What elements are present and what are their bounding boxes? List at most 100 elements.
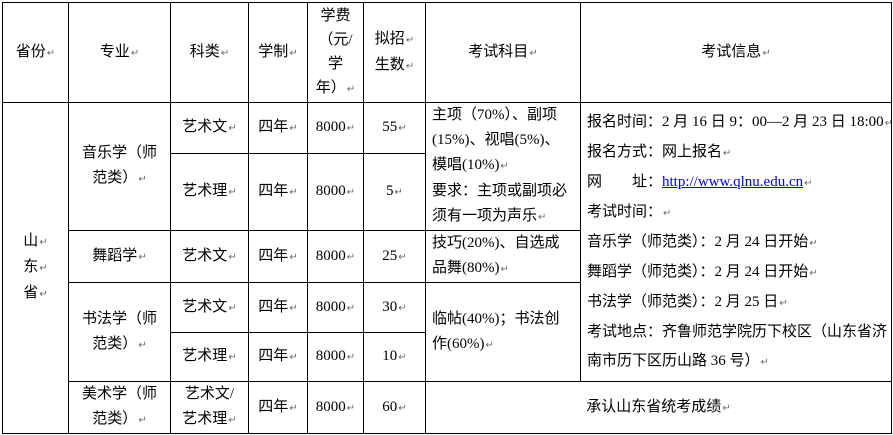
cell-quota-calligraphy-wen: 30↵	[363, 282, 426, 333]
cell-text: 音乐学（师	[81, 145, 157, 161]
paragraph-mark: ↵	[500, 264, 509, 275]
cell-text: 25	[382, 247, 398, 264]
cell-text: （元/	[318, 31, 353, 48]
paragraph-mark: ↵	[346, 302, 356, 314]
cell-text: 学	[327, 55, 343, 72]
cell-duration-calligraphy-li: 四年↵	[248, 332, 308, 382]
col-header-tuition: 学费 （元/学年）↵	[307, 2, 364, 103]
cell-tuition-dance: 8000↵	[307, 230, 364, 283]
cell-category-music-li: 艺术理↵	[170, 153, 249, 231]
cell-tuition-calligraphy-wen: 8000↵	[307, 282, 364, 333]
cell-subjects-music: 主项（70%）、副项 (15%)、视唱(5%)、 模唱(10%)↵ 要求：主项或副项必…	[425, 102, 581, 231]
paragraph-mark: ↵	[346, 83, 356, 95]
col-header-province: 省份↵	[2, 2, 69, 103]
paragraph-mark: ↵	[885, 118, 891, 129]
cell-text: 作(60%)	[432, 335, 485, 352]
cell-text: 须有一项为声乐	[432, 208, 538, 224]
cell-text: 5	[386, 183, 394, 200]
cell-text: 技巧(20%)、自选成	[432, 235, 560, 251]
paragraph-mark: ↵	[289, 47, 298, 59]
paragraph-mark: ↵	[138, 415, 147, 426]
cell-major-calligraphy: 书法学（师 范类）↵	[68, 282, 171, 382]
cell-tuition-fine-art: 8000↵	[307, 381, 364, 434]
col-header-duration: 学制↵	[248, 2, 308, 103]
cell-text: 范类）	[92, 335, 138, 352]
col-header-quota: 拟招↵ 生数↵	[363, 2, 426, 103]
cell-quota-fine-art: 60↵	[363, 381, 426, 434]
cell-text: 艺术文	[182, 247, 228, 264]
cell-text: 书法学（师	[81, 310, 157, 327]
cell-text: 省份	[15, 43, 46, 60]
paragraph-mark: ↵	[228, 251, 237, 263]
cell-text: 舞蹈学	[92, 247, 138, 264]
cell-quota-music-li: 5↵	[363, 153, 426, 231]
cell-text: 临帖(40%)；书法创	[432, 310, 560, 327]
cell-text: 55	[382, 119, 398, 136]
cell-text: 艺术文	[182, 298, 228, 315]
paragraph-mark: ↵	[779, 297, 788, 309]
paragraph-mark: ↵	[138, 251, 147, 263]
cell-text: 模唱(10%)	[432, 157, 500, 173]
cell-text: 四年	[258, 247, 289, 264]
cell-text: 主项（70%）、副项	[432, 107, 557, 123]
paragraph-mark: ↵	[398, 402, 407, 414]
cell-text: 年）	[315, 79, 346, 96]
cell-text: 美术学（师	[81, 386, 157, 402]
paragraph-mark: ↵	[289, 123, 298, 135]
cell-quota-calligraphy-li: 10↵	[363, 332, 426, 382]
cell-quota-dance: 25↵	[363, 230, 426, 283]
cell-category-calligraphy-li: 艺术理↵	[170, 332, 249, 382]
cell-category-music-wen: 艺术文↵	[170, 101, 249, 155]
cell-province-shandong: 山↵ 东↵ 省↵	[2, 102, 69, 434]
qlnu-website-link[interactable]: http://www.qlnu.edu.cn	[662, 173, 804, 190]
paragraph-mark: ↵	[220, 47, 230, 59]
paragraph-mark: ↵	[39, 263, 48, 274]
paragraph-mark: ↵	[809, 237, 818, 249]
cell-text: 8000	[315, 398, 346, 415]
paragraph-mark: ↵	[663, 207, 672, 219]
cell-text: 艺术文	[182, 119, 228, 136]
cell-text: 艺术文/	[184, 386, 235, 402]
cell-duration-music-wen: 四年↵	[248, 101, 308, 155]
cell-subjects-dance: 技巧(20%)、自选成 品舞(80%)↵	[425, 230, 581, 283]
paragraph-mark: ↵	[289, 251, 298, 263]
cell-text: 报名方式：网上报名	[587, 143, 723, 160]
paragraph-mark: ↵	[398, 251, 407, 263]
cell-text: 要求：主项或副项必	[432, 183, 568, 199]
paragraph-mark: ↵	[529, 47, 538, 59]
paragraph-mark: ↵	[46, 47, 56, 59]
cell-tuition-calligraphy-li: 8000↵	[307, 332, 364, 382]
cell-fine-art-note: 承认山东省统考成绩↵	[425, 381, 892, 434]
cell-text: 60	[382, 398, 398, 415]
paragraph-mark: ↵	[723, 147, 732, 159]
paragraph-mark: ↵	[289, 187, 298, 199]
cell-text: 报名时间：2 月 16 日 9：00—2 月 23 日 18:00	[587, 113, 884, 130]
cell-text: 学费	[320, 7, 351, 24]
paragraph-mark: ↵	[346, 187, 356, 199]
cell-category-fine-art: 艺术文/艺术理↵	[170, 381, 249, 434]
cell-text: 四年	[258, 348, 289, 364]
col-header-exam-subjects: 考试科目↵	[425, 2, 581, 103]
cell-text: 承认山东省统考成绩	[586, 398, 722, 415]
paragraph-mark: ↵	[289, 402, 298, 414]
cell-tuition-music-wen: 8000↵	[307, 101, 364, 155]
cell-exam-info: 报名时间：2 月 16 日 9：00—2 月 23 日 18:00↵报名方式：网…	[580, 102, 892, 382]
cell-text: 艺术理	[182, 411, 228, 427]
paragraph-mark: ↵	[500, 161, 509, 172]
paragraph-mark: ↵	[228, 415, 237, 426]
cell-text: 艺术理	[182, 183, 228, 200]
cell-major-music: 音乐学（师 范类）↵	[68, 102, 171, 231]
cell-duration-dance: 四年↵	[248, 230, 308, 283]
cell-text: 8000	[315, 348, 346, 364]
cell-text: 四年	[258, 298, 289, 315]
cell-duration-fine-art: 四年↵	[248, 381, 308, 434]
paragraph-mark: ↵	[346, 352, 356, 363]
paragraph-mark: ↵	[346, 123, 356, 135]
col-header-category: 科类↵	[170, 2, 249, 103]
cell-text: 学制	[258, 43, 289, 60]
cell-text: 考试地点：齐鲁师范学院历下校区（山东省济	[587, 323, 888, 340]
paragraph-mark: ↵	[289, 352, 298, 363]
cell-text: 书法学（师范类）：2 月 25 日	[587, 293, 779, 310]
